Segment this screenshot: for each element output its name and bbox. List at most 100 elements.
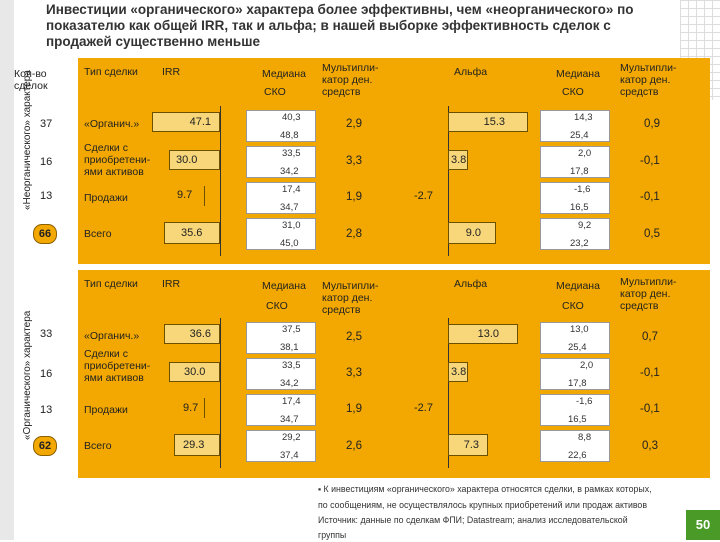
- sko-value: 34,2: [280, 378, 299, 389]
- alpha-median-value: 14,3: [574, 112, 593, 123]
- count-total: 62: [33, 436, 57, 456]
- median-value: 33,5: [282, 360, 301, 371]
- col-mult2-header: Мультипли-катор ден. средств: [620, 62, 677, 98]
- sko-value: 45,0: [280, 238, 299, 249]
- sko-value: 34,2: [280, 166, 299, 177]
- count-header: Кол-во сделок: [14, 68, 48, 92]
- alpha-mult-value: -0,1: [640, 367, 660, 379]
- irr-bar: 9.7: [183, 398, 220, 418]
- alpha-sko-value: 25,4: [570, 130, 589, 141]
- alpha-sko-value: 23,2: [570, 238, 589, 249]
- alpha-bar: -2.7: [414, 186, 448, 206]
- row-type: Сделки с приобретени-ями активов: [84, 142, 151, 178]
- sko-value: 37,4: [280, 450, 299, 461]
- median-value: 33,5: [282, 148, 301, 159]
- left-decor-bar: [0, 0, 14, 540]
- col-sko-header: СКО: [264, 86, 286, 98]
- alpha-median-value: 2,0: [578, 148, 592, 159]
- median-box: [246, 146, 316, 178]
- irr-value: 9.7: [183, 402, 199, 414]
- irr-axis-1: [220, 106, 221, 256]
- alpha-median-box: [540, 182, 610, 214]
- alpha-bar: 3.8: [448, 362, 468, 382]
- median-box: [246, 322, 316, 354]
- row-type: Продажи: [84, 404, 128, 416]
- col-mult-header: Мультипли-катор ден. средств: [322, 280, 379, 316]
- irr-bar: 9.7: [177, 186, 220, 206]
- row-type: Всего: [84, 228, 112, 240]
- footnote-line: по сообщениям, не осуществлялось крупных…: [318, 500, 647, 510]
- count-value: 13: [40, 190, 53, 202]
- count-value: 16: [40, 368, 53, 380]
- mult-value: 3,3: [346, 155, 362, 167]
- median-value: 37,5: [282, 324, 301, 335]
- alpha-bar: 13.0: [448, 324, 518, 344]
- irr-value: 9.7: [177, 189, 193, 201]
- irr-bar: 30.0: [169, 362, 220, 382]
- irr-bar: 47.1: [152, 112, 220, 132]
- col-alpha-header: Альфа: [454, 66, 488, 78]
- alpha-median-box: [540, 394, 610, 426]
- alpha-axis-2: [448, 318, 449, 468]
- mult-value: 2,5: [346, 331, 362, 343]
- alpha-sko-value: 16,5: [570, 202, 589, 213]
- row-type: Продажи: [84, 192, 128, 204]
- mult-value: 2,9: [346, 118, 362, 130]
- row-type: Всего: [84, 440, 112, 452]
- col-mult-header: Мультипли-катор ден. средств: [322, 62, 379, 98]
- row-type: Сделки с приобретени-ями активов: [84, 348, 151, 384]
- irr-bar: 35.6: [164, 222, 220, 244]
- alpha-sko-value: 17,8: [570, 166, 589, 177]
- row-type: «Органич.»: [84, 118, 140, 130]
- median-value: 31,0: [282, 220, 301, 231]
- alpha-sko-value: 25,4: [568, 342, 587, 353]
- col-sko2-header: СКО: [562, 86, 584, 98]
- alpha-bar: 3.8: [448, 150, 468, 170]
- median-value: 40,3: [282, 112, 301, 123]
- alpha-median-value: -1,6: [576, 396, 593, 407]
- count-value: 13: [40, 404, 53, 416]
- slide-title: Инвестиции «органического» характера бол…: [46, 2, 634, 49]
- alpha-median-box: [540, 146, 610, 178]
- count-value: 37: [40, 118, 53, 130]
- count-value: 33: [40, 328, 53, 340]
- row-type: «Органич.»: [84, 330, 140, 342]
- median-box: [246, 358, 316, 390]
- alpha-value: -2.7: [414, 402, 433, 414]
- alpha-median-box: [540, 218, 610, 250]
- col-median2-header: Медиана: [556, 280, 600, 292]
- alpha-median-value: 13,0: [570, 324, 589, 335]
- alpha-mult-value: -0,1: [640, 155, 660, 167]
- irr-bar: 30.0: [169, 150, 220, 170]
- alpha-bar: 7.3: [448, 434, 488, 456]
- alpha-mult-value: 0,3: [642, 440, 658, 452]
- alpha-median-value: -1,6: [574, 184, 591, 195]
- irr-bar: 36.6: [164, 324, 220, 344]
- sko-value: 34,7: [280, 202, 299, 213]
- source-line: группы: [318, 530, 347, 540]
- col-type-header: Тип сделки: [84, 278, 138, 290]
- sko-value: 38,1: [280, 342, 299, 353]
- col-irr-header: IRR: [162, 66, 181, 78]
- alpha-median-box: [540, 110, 610, 142]
- section-2-side-label: «Органического» характера: [22, 310, 33, 440]
- col-median2-header: Медиана: [556, 68, 600, 80]
- mult-value: 1,9: [346, 403, 362, 415]
- col-median-header: Медиана: [262, 280, 306, 292]
- count-total: 66: [33, 224, 57, 244]
- median-box: [246, 110, 316, 142]
- alpha-bar: 15.3: [448, 112, 528, 132]
- col-sko2-header: СКО: [562, 300, 584, 312]
- median-box: [246, 430, 316, 462]
- col-mult2-header: Мультипли-катор ден. средств: [620, 276, 677, 312]
- alpha-axis-1: [448, 106, 449, 256]
- irr-bar: 29.3: [174, 434, 220, 456]
- alpha-bar: -2.7: [414, 398, 448, 418]
- median-box: [246, 394, 316, 426]
- footnote-line: ▪ К инвестициям «органического» характер…: [318, 484, 652, 494]
- median-value: 29,2: [282, 432, 301, 443]
- col-sko-header: СКО: [266, 300, 288, 312]
- alpha-sko-value: 16,5: [568, 414, 587, 425]
- median-value: 17,4: [282, 396, 301, 407]
- alpha-value: -2.7: [414, 190, 433, 202]
